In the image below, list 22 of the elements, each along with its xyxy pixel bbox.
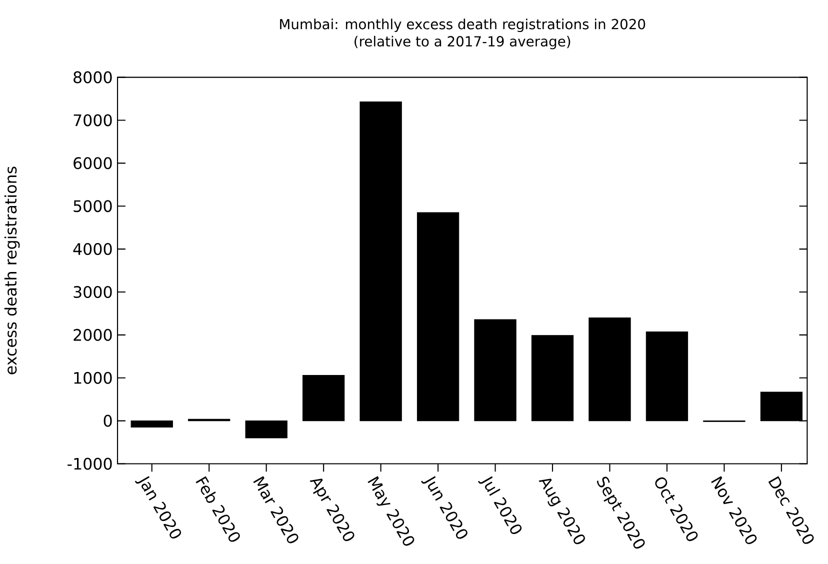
- y-tick-label: 0: [104, 414, 112, 427]
- bar: [646, 332, 688, 422]
- bar: [760, 392, 803, 422]
- y-tick-label: -1000: [68, 458, 112, 470]
- y-tick-label: 1000: [74, 372, 112, 384]
- y-tick-label: 7000: [74, 114, 112, 126]
- bar: [588, 318, 631, 422]
- y-tick-label: 6000: [74, 157, 112, 170]
- bar: [474, 319, 516, 422]
- y-tick-label: 2000: [74, 329, 112, 342]
- y-tick-label: 4000: [73, 243, 112, 256]
- y-tick-label: 3000: [74, 286, 112, 298]
- bar: [360, 102, 402, 422]
- y-tick-label: 8000: [74, 71, 112, 84]
- bar: [245, 420, 288, 438]
- bar: [130, 420, 173, 428]
- bar: [416, 212, 460, 422]
- y-axis-title: excess death registrations: [4, 166, 20, 374]
- bar: [531, 335, 574, 422]
- bar: [302, 375, 345, 422]
- y-tick-label: 5000: [74, 200, 112, 212]
- chart-title: Mumbai: monthly excess death registrations in 2020 (relative to a 2017-19 average): [280, 18, 646, 50]
